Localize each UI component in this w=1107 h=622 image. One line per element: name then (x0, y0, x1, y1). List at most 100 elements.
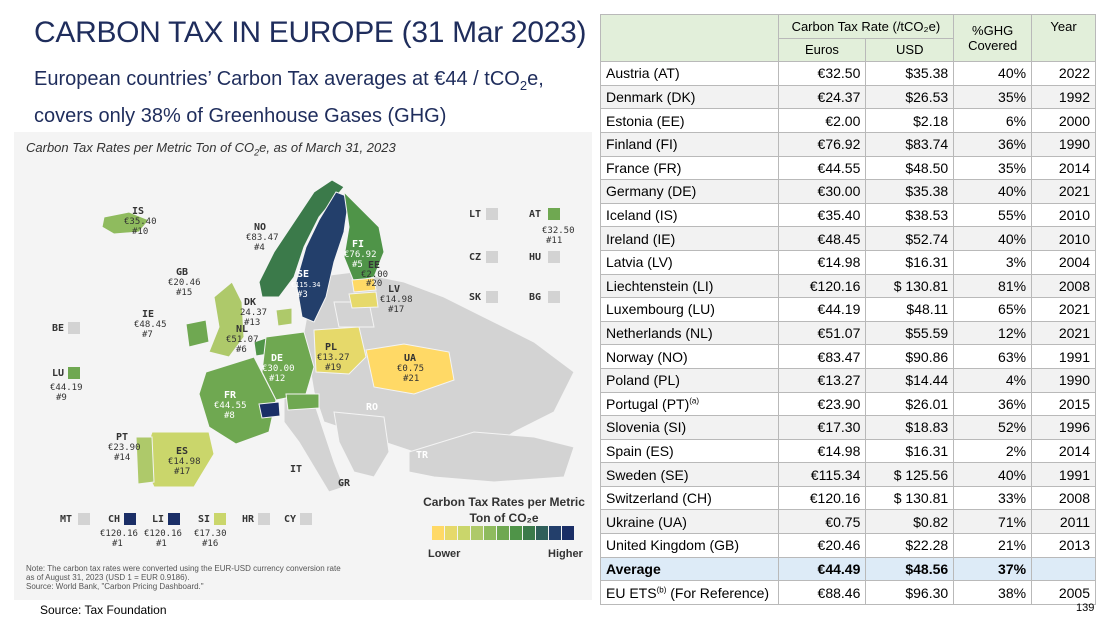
cell-year: 1991 (1031, 462, 1096, 487)
cell-eur: €13.27 (777, 367, 867, 393)
cell-country: Sweden (SE) (600, 462, 779, 487)
cell-ghg: 36% (953, 131, 1033, 157)
cell-country: Slovenia (SI) (600, 415, 779, 440)
cell-ghg: 65% (953, 297, 1033, 322)
label-fr-rank: #8 (224, 411, 235, 421)
cell-year: 2004 (1031, 249, 1096, 275)
label-dk-value: 24.37 (240, 308, 267, 318)
slide-subtitle: European countries’ Carbon Tax averages … (34, 68, 544, 127)
box-ch (124, 513, 136, 525)
cell-eur: €23.90 (777, 391, 867, 417)
table-row: Spain (ES) €14.98 $16.31 2% 2014 (600, 438, 1096, 464)
table-row: Iceland (IS) €35.40 $38.53 55% 2010 (600, 202, 1096, 228)
cell-year: 1990 (1031, 367, 1096, 393)
table-row: Ukraine (UA) €0.75 $0.82 71% 2011 (600, 509, 1096, 535)
box-label-si: SI (198, 514, 210, 525)
box-lu-rank: #9 (56, 393, 67, 403)
box-lu (68, 367, 80, 379)
legend-swatch (445, 526, 457, 540)
cell-country: Norway (NO) (600, 344, 779, 369)
cell-country: Netherlands (NL) (600, 320, 779, 346)
cell-year: 2008 (1031, 485, 1096, 511)
label-is-value: €35.40 (124, 217, 157, 227)
label-ie-value: €48.45 (134, 320, 167, 330)
cell-year: 2021 (1031, 179, 1096, 204)
cell-eur: €44.19 (777, 297, 867, 322)
cell-country: Ukraine (UA) (600, 509, 779, 535)
box-cz (486, 251, 498, 263)
cell-country: Latvia (LV) (600, 249, 779, 275)
label-ie-code: IE (142, 309, 154, 320)
table-row: Ireland (IE) €48.45 $52.74 40% 2010 (600, 226, 1096, 251)
map-caption: Carbon Tax Rates per Metric Ton of CO2e,… (26, 140, 396, 158)
legend-swatch (484, 526, 496, 540)
cell-usd: $18.83 (865, 415, 955, 440)
cell-average-usd: $48.56 (865, 556, 955, 582)
cell-usd: $26.53 (865, 84, 955, 110)
legend-swatch (458, 526, 470, 540)
map-country-gb (208, 281, 245, 358)
map-graphic: IS €35.40 #10 NO €83.47 #4 FI €76.92 #5 … (50, 179, 575, 549)
cell-average-country: Average (600, 556, 779, 582)
cell-eur: €44.55 (777, 155, 867, 181)
label-no-code: NO (254, 222, 266, 233)
cell-country: Portugal (PT)(a) (600, 391, 779, 417)
cell-eur: €76.92 (777, 131, 867, 157)
legend-color-ramp (432, 526, 574, 540)
legend-swatch (510, 526, 522, 540)
label-it: IT (290, 464, 302, 475)
label-dk-rank: #13 (244, 318, 260, 328)
cell-usd: $35.38 (865, 179, 955, 204)
cell-year: 1990 (1031, 131, 1096, 157)
cell-eur: €30.00 (777, 179, 867, 204)
table-row-average: Average €44.49 $48.56 37% (600, 556, 1096, 582)
label-gb-code: GB (176, 267, 188, 278)
cell-eur: €83.47 (777, 344, 867, 369)
map-region-balkans (333, 411, 390, 478)
label-lv-rank: #17 (388, 305, 404, 315)
cell-reference-ghg: 38% (953, 580, 1033, 605)
cell-usd: $83.74 (865, 131, 955, 157)
label-ee-rank: #20 (366, 279, 382, 289)
cell-average-ghg: 37% (953, 556, 1033, 582)
cell-country: France (FR) (600, 155, 779, 181)
label-fi-code: FI (352, 239, 364, 250)
box-at-rank: #11 (546, 236, 562, 246)
map-country-fi (343, 190, 385, 283)
cell-eur: €14.98 (777, 438, 867, 464)
cell-eur: €0.75 (777, 509, 867, 535)
map-note: Note: The carbon tax rates were converte… (26, 564, 341, 591)
cell-year: 2014 (1031, 438, 1096, 464)
header-euros: Euros (777, 37, 867, 63)
cell-eur: €120.16 (777, 485, 867, 511)
label-gr: GR (338, 478, 351, 489)
cell-ghg: 71% (953, 509, 1033, 535)
cell-ghg: 21% (953, 533, 1033, 558)
box-label-lt: LT (469, 209, 481, 220)
cell-ghg: 2% (953, 438, 1033, 464)
cell-year: 2011 (1031, 509, 1096, 535)
box-ch-value: €120.16 (100, 529, 138, 539)
cell-reference-year: 2005 (1031, 580, 1096, 605)
table-row: Luxembourg (LU) €44.19 $48.11 65% 2021 (600, 297, 1096, 322)
label-de-code: DE (271, 353, 283, 364)
label-ee-value: €2.00 (361, 270, 388, 280)
cell-year: 2022 (1031, 61, 1096, 86)
box-hu (548, 251, 560, 263)
cell-year: 2010 (1031, 226, 1096, 251)
cell-usd: $55.59 (865, 320, 955, 346)
slide-title: CARBON TAX IN EUROPE (31 Mar 2023) (34, 16, 587, 49)
cell-ghg: 52% (953, 415, 1033, 440)
cell-eur: €48.45 (777, 226, 867, 251)
box-label-ch: CH (108, 514, 120, 525)
label-fi-rank: #5 (352, 260, 363, 270)
cell-year: 2021 (1031, 320, 1096, 346)
cell-ghg: 36% (953, 391, 1033, 417)
cell-eur: €17.30 (777, 415, 867, 440)
box-si-value: €17.30 (194, 529, 227, 539)
cell-country: Poland (PL) (600, 367, 779, 393)
legend-swatch (432, 526, 444, 540)
cell-eur: €20.46 (777, 533, 867, 558)
legend-low-label: Lower (428, 548, 461, 560)
cell-usd: $ 130.81 (865, 273, 955, 299)
